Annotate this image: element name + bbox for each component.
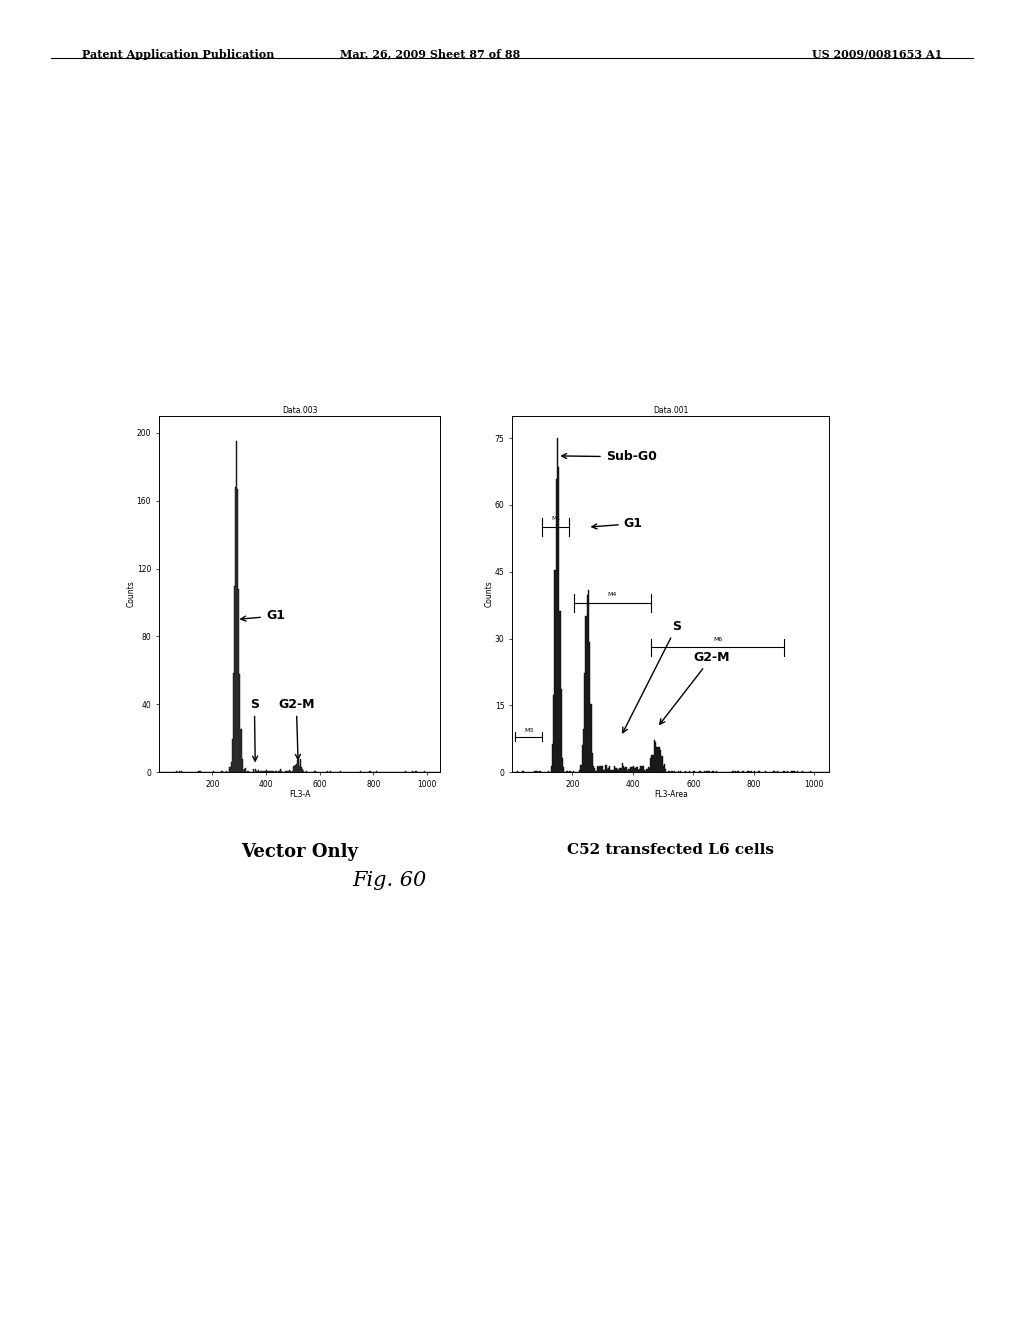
Text: G2-M: G2-M <box>659 651 730 725</box>
Text: Sub-G0: Sub-G0 <box>562 450 656 463</box>
Y-axis label: Counts: Counts <box>484 581 494 607</box>
X-axis label: FL3-A: FL3-A <box>289 791 310 799</box>
Text: M3: M3 <box>524 729 534 733</box>
Title: Data.001: Data.001 <box>653 407 688 414</box>
Text: S: S <box>250 698 259 762</box>
Text: S: S <box>623 619 681 733</box>
X-axis label: FL3-Area: FL3-Area <box>653 791 688 799</box>
Text: G1: G1 <box>241 610 285 623</box>
Text: Vector Only: Vector Only <box>241 843 358 862</box>
Text: Mar. 26, 2009 Sheet 87 of 88: Mar. 26, 2009 Sheet 87 of 88 <box>340 49 520 59</box>
Text: US 2009/0081653 A1: US 2009/0081653 A1 <box>812 49 942 59</box>
Text: Patent Application Publication: Patent Application Publication <box>82 49 274 59</box>
Text: C52 transfected L6 cells: C52 transfected L6 cells <box>567 843 774 858</box>
Text: G1: G1 <box>592 517 643 531</box>
Text: G2-M: G2-M <box>279 698 314 759</box>
Text: M6: M6 <box>713 636 722 642</box>
Text: Fig. 60: Fig. 60 <box>352 871 426 890</box>
Y-axis label: Counts: Counts <box>126 581 135 607</box>
Title: Data.003: Data.003 <box>282 407 317 414</box>
Text: M4: M4 <box>608 593 617 597</box>
Text: M1: M1 <box>551 516 560 521</box>
